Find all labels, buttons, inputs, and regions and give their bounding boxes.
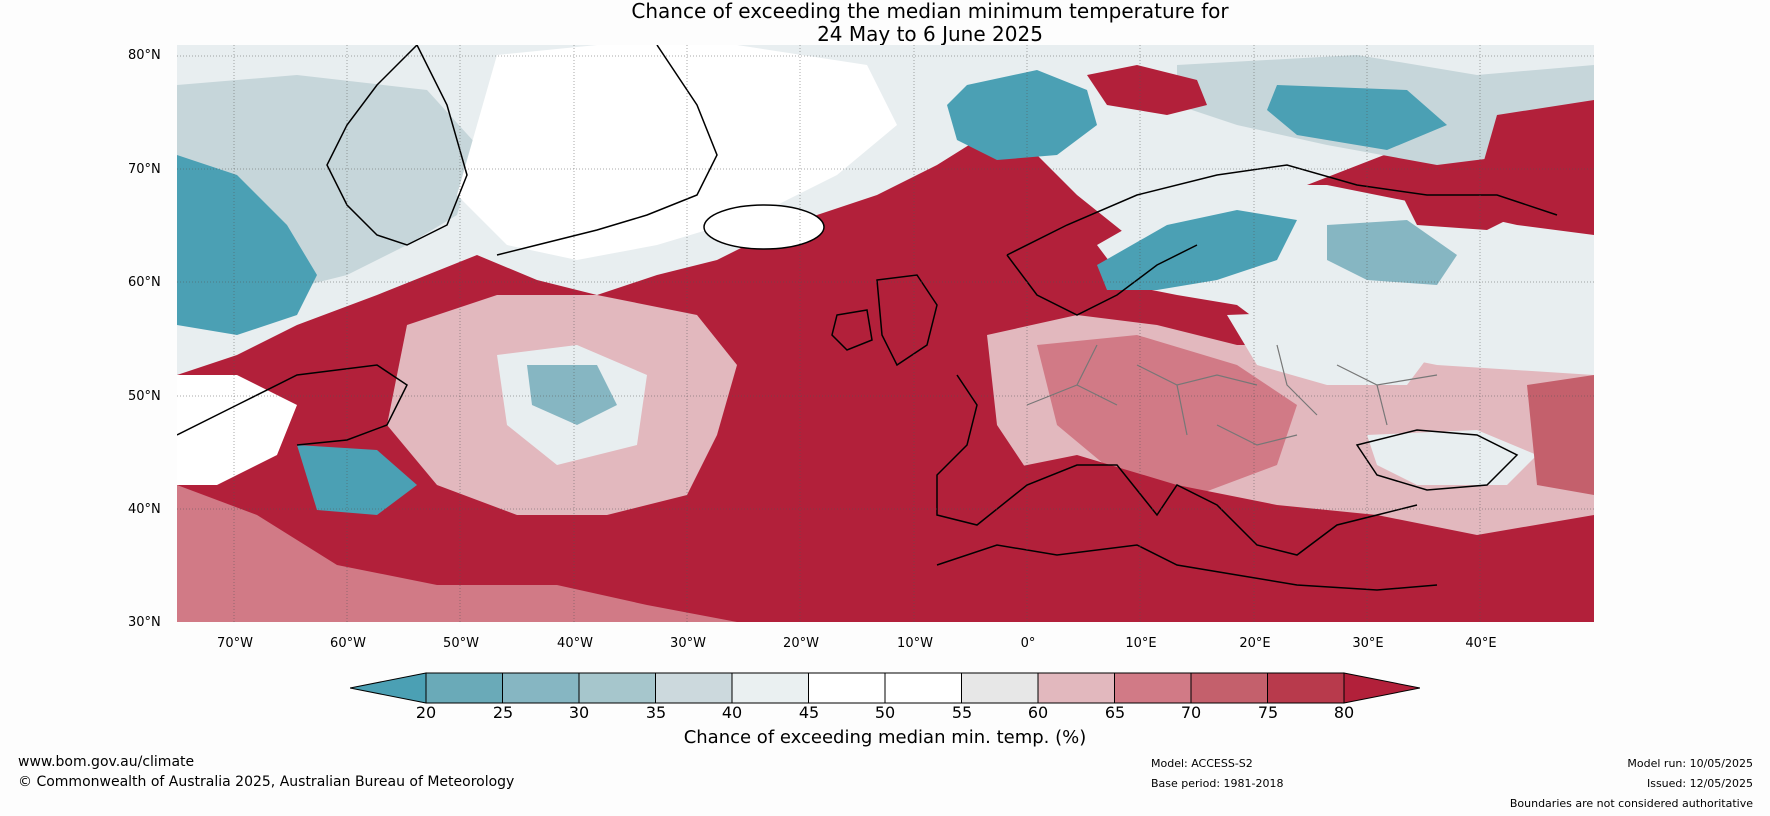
lat-label-80n: 80°N <box>128 48 161 63</box>
map-title: Chance of exceeding the median minimum t… <box>0 0 1770 46</box>
colorbar-high-arrow <box>1343 672 1420 704</box>
copyright-text: © Commonwealth of Australia 2025, Austra… <box>18 774 515 790</box>
colorbar-tick-75: 75 <box>1257 703 1279 722</box>
finland-cool-region <box>1327 220 1457 285</box>
colorbar-tick-45: 45 <box>798 703 820 722</box>
colorbar-tick-80: 80 <box>1333 703 1355 722</box>
colorbar <box>350 672 1420 704</box>
baffin-cold-region <box>177 155 317 335</box>
lon-label-20w: 20°W <box>783 636 819 651</box>
colorbar-tick-65: 65 <box>1104 703 1126 722</box>
colorbar-cell <box>808 672 886 704</box>
great-britain-outline <box>876 274 938 367</box>
colorbar-cell <box>502 672 580 704</box>
colorbar-cell <box>1267 672 1345 704</box>
svalbard-cold-region <box>947 70 1097 160</box>
lon-label-30e: 30°E <box>1352 636 1384 651</box>
lat-label-50n: 50°N <box>128 389 161 404</box>
lon-label-40e: 40°E <box>1465 636 1497 651</box>
colorbar-tick-40: 40 <box>721 703 743 722</box>
greenland-west-coast <box>326 45 468 246</box>
greenland-neutral-region <box>457 45 897 260</box>
central-europe-warm <box>1037 335 1297 495</box>
eastern-europe-neutral <box>1227 310 1437 385</box>
barents-cold-region <box>1267 85 1447 150</box>
subtropical-atlantic-warm <box>177 485 737 622</box>
model-run-date: Model run: 10/05/2025 <box>1627 757 1753 770</box>
lon-label-20e: 20°E <box>1239 636 1271 651</box>
lon-label-60w: 60°W <box>330 636 366 651</box>
colorbar-cell <box>425 672 503 704</box>
website-link[interactable]: www.bom.gov.au/climate <box>18 754 195 770</box>
kola-warm-region <box>1397 185 1527 230</box>
lat-label-30n: 30°N <box>128 615 161 630</box>
colorbar-cell <box>731 672 809 704</box>
colorbar-tick-50: 50 <box>874 703 896 722</box>
colorbar-tick-70: 70 <box>1180 703 1202 722</box>
colorbar-label: Chance of exceeding median min. temp. (%… <box>683 727 1087 748</box>
nova-scotia-cold-patch <box>297 445 417 515</box>
lat-label-40n: 40°N <box>128 502 161 517</box>
lon-label-40w: 40°W <box>557 636 593 651</box>
greenland-east-coast <box>496 45 718 256</box>
title-line-1: Chance of exceeding the median minimum t… <box>631 0 1229 23</box>
colorbar-tick-30: 30 <box>568 703 590 722</box>
lon-label-50w: 50°W <box>443 636 479 651</box>
issued-date: Issued: 12/05/2025 <box>1646 777 1753 790</box>
colorbar-tick-60: 60 <box>1027 703 1049 722</box>
colorbar-tick-20: 20 <box>415 703 437 722</box>
lat-label-60n: 60°N <box>128 275 161 290</box>
base-period: Base period: 1981-2018 <box>1151 777 1284 790</box>
kara-warm-region <box>1477 100 1594 215</box>
mediterranean-warm-region <box>937 455 1594 622</box>
colorbar-cells <box>425 672 1345 704</box>
iceland-landmass <box>703 204 825 250</box>
norway-cold-region <box>1097 210 1297 290</box>
probability-map <box>177 45 1594 622</box>
lon-label-70w: 70°W <box>217 636 253 651</box>
scandinavia-north-coast <box>1006 164 1558 256</box>
scandinavia-south-coast <box>1006 244 1198 316</box>
lat-label-70n: 70°N <box>128 162 161 177</box>
colorbar-tick-55: 55 <box>951 703 973 722</box>
eastern-canada-neutral <box>177 375 297 485</box>
lon-label-0: 0° <box>1020 636 1036 651</box>
colorbar-cell <box>1037 672 1115 704</box>
caspian-warm-region <box>1527 375 1594 495</box>
lon-label-30w: 30°W <box>670 636 706 651</box>
canada-east-coast <box>177 364 408 446</box>
map-canvas <box>177 45 1594 622</box>
colorbar-cell <box>961 672 1039 704</box>
colorbar-tick-25: 25 <box>492 703 514 722</box>
title-line-2: 24 May to 6 June 2025 <box>817 22 1043 46</box>
colorbar-low-arrow <box>350 672 427 704</box>
model-name: Model: ACCESS-S2 <box>1151 757 1253 770</box>
ireland-outline <box>831 309 873 351</box>
colorbar-cell <box>884 672 962 704</box>
atlantic-cool-patch <box>527 365 617 425</box>
north-africa-coast <box>936 544 1438 591</box>
boundaries-disclaimer: Boundaries are not considered authoritat… <box>1509 797 1753 810</box>
europe-south-coast <box>936 374 1418 556</box>
black-sea-outline <box>1355 429 1519 491</box>
lon-label-10w: 10°W <box>897 636 933 651</box>
colorbar-cell <box>1114 672 1192 704</box>
colorbar-cell <box>655 672 733 704</box>
novaya-warm-region <box>1087 65 1207 115</box>
colorbar-cell <box>578 672 656 704</box>
lon-label-10e: 10°E <box>1125 636 1157 651</box>
colorbar-tick-35: 35 <box>645 703 667 722</box>
graticule <box>177 45 1594 622</box>
colorbar-cell <box>1190 672 1268 704</box>
country-borders <box>1026 344 1438 446</box>
